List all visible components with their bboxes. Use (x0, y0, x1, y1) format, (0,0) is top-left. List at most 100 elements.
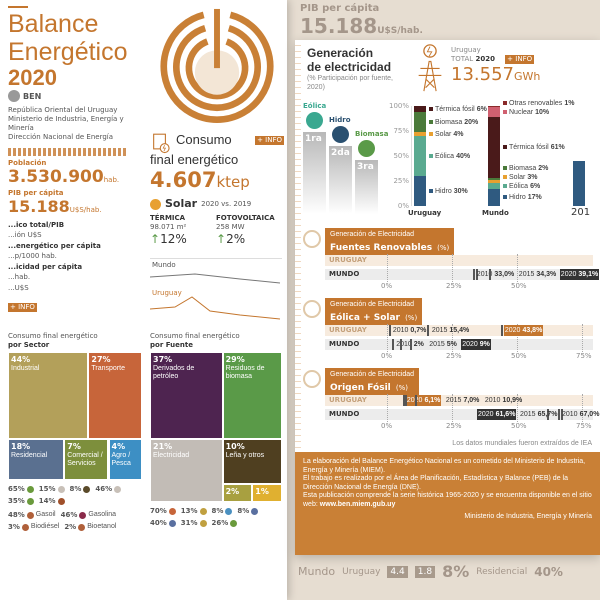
energy-source-icon (358, 140, 375, 157)
generation-stacked-bar-chart: 100% 75% 50% 25% 0% Hidro 30% Eólica 40% Solar 4% B… (295, 40, 600, 225)
legend-item: 46% Gasolina (61, 510, 116, 520)
footer-link[interactable]: www.ben.miem.gub.uy (319, 500, 396, 508)
treemap-cell: 7% Comercial / Servicios (64, 439, 109, 480)
segment-value: 4% (453, 130, 464, 138)
marker-line (427, 325, 430, 336)
energy-source-icon (332, 126, 349, 143)
stacked-bar-partial (573, 161, 585, 206)
legend-label: Gasoil (35, 511, 56, 518)
axis-tick-label: 50% (393, 152, 409, 160)
marker-line (405, 395, 408, 406)
segment-dot-icon (429, 119, 433, 124)
legend-dot-icon (225, 507, 233, 515)
marker-line (400, 339, 402, 350)
section-unit: (%) (405, 314, 418, 322)
legend-dot-icon (83, 485, 91, 493)
marker-year: 2010 (476, 271, 493, 278)
info-badge[interactable]: + INFO (8, 303, 37, 312)
legend-item: 15% (39, 484, 65, 494)
cell-pct: 18% (11, 442, 31, 452)
marker-year: 2020 (407, 397, 423, 404)
population-value: 3.530.900 (8, 167, 104, 187)
marker-year: 2020 (560, 271, 577, 278)
segment-name: Eólica (435, 152, 455, 160)
info-badge[interactable]: + INFO (255, 135, 284, 145)
bg-pib-unit: U$S/hab. (377, 26, 423, 36)
indicator: ...ico total/PIB (8, 221, 65, 229)
legend-pct: 31% (180, 519, 198, 527)
segment-value: 30% (453, 187, 468, 195)
cell-pct: 29% (225, 355, 245, 364)
bar-segment (414, 136, 426, 176)
generation-subtitle: (% Participación por fuente, 2020) (307, 75, 393, 91)
data-marker: 2020 61,6% (477, 409, 517, 420)
consumption-line-chart: Mundo Uruguay (150, 258, 282, 324)
segment-value: 6% (476, 105, 487, 113)
consumption-title-1: Consumo (176, 132, 232, 147)
section-title: Fuentes Renovables (330, 243, 433, 253)
section-unit: (%) (437, 244, 450, 252)
marker-value: 15,4% (449, 327, 470, 334)
axis-tick (582, 394, 583, 422)
bg-residencial-pct: 8% (442, 562, 470, 581)
segment-label: Solar 3% (503, 173, 537, 182)
tick-label: 50% (511, 282, 527, 290)
segment-value: 20% (464, 118, 479, 126)
cell-label: Electricidad (153, 452, 190, 459)
marker-line (561, 409, 564, 420)
series-uruguay (150, 296, 281, 320)
source-title-bold: por Fuente (150, 341, 193, 349)
row-mundo: MUNDO (325, 339, 593, 350)
marker-line (547, 409, 550, 420)
marker-value: 10,9% (502, 397, 523, 404)
podium-name: Biomasa (355, 130, 389, 138)
segment-name: Otras renovables (509, 99, 563, 107)
info-badge[interactable]: + INFO (505, 55, 535, 64)
segment-value: 17% (527, 194, 542, 201)
segment-label: Eólica 40% (429, 152, 470, 161)
legend-dot-icon (230, 519, 238, 527)
footnote: Los datos mundiales fueron extraídos de … (452, 440, 592, 447)
marker-line (557, 409, 560, 420)
cell-label: Leña y otros (225, 452, 265, 459)
institution-line: Ministerio de Industria, Energía y Miner… (8, 115, 124, 132)
segment-label: Biomasa 20% (429, 118, 478, 127)
section-unit: (%) (395, 384, 408, 392)
segment-dot-icon (429, 131, 433, 136)
footer-line: Esta publicación comprende la serie hist… (303, 492, 592, 508)
solar-panel: Solar 2020 vs. 2019 TÉRMICA 98.071 m² ↑1… (150, 197, 284, 247)
solar-pv-label: FOTOVOLTAICA (216, 214, 275, 222)
legend-item: 3% Biodiésel (8, 522, 59, 532)
total-generation: Uruguay TOTAL 2020 + INFO 13.557GWh (451, 46, 596, 88)
consumption-value: 4.607 (150, 168, 217, 192)
data-marker: 2015 34,3% (518, 269, 557, 280)
gdp-value: 15.188 (8, 197, 70, 216)
legend-item: 2% Bioetanol (64, 522, 116, 532)
indicator: ...icidad per cápita (8, 263, 83, 271)
legend-pct: 8% (211, 507, 224, 515)
treemap-cell: 21% Electricidad (150, 439, 223, 502)
legend-item: 8% (70, 484, 91, 494)
segment-label: Nuclear 10% (503, 108, 549, 117)
marker-value: 7,0% (463, 397, 480, 404)
sector-left-legend: 65% 15% 8% 46% 35% 14% (8, 484, 142, 506)
solar-pv-value: 258 MW (216, 223, 245, 231)
population: Población 3.530.900hab. (8, 159, 119, 189)
segment-dot-icon (503, 165, 507, 170)
axis-tick-label: 0% (397, 202, 409, 210)
marker-line (488, 269, 491, 280)
legend-item: 70% (150, 506, 176, 516)
final-consumption: Consumo + INFO final energético 4.607ktep (150, 132, 284, 194)
segment-name: Térmica fósil (509, 144, 549, 151)
legend-dot-icon (26, 511, 34, 519)
axis-tick-label: 75% (393, 127, 409, 135)
cell-label: Transporte (91, 365, 125, 372)
tick-label: 25% (446, 352, 462, 360)
data-marker: 2010 33,0% (476, 269, 515, 280)
segment-name: Eólica (509, 182, 529, 190)
title-line-1: Balance (8, 10, 99, 38)
axis-tick-label: 100% (388, 102, 409, 110)
segment-label: Solar 4% (429, 130, 463, 139)
marker-line (392, 339, 395, 350)
